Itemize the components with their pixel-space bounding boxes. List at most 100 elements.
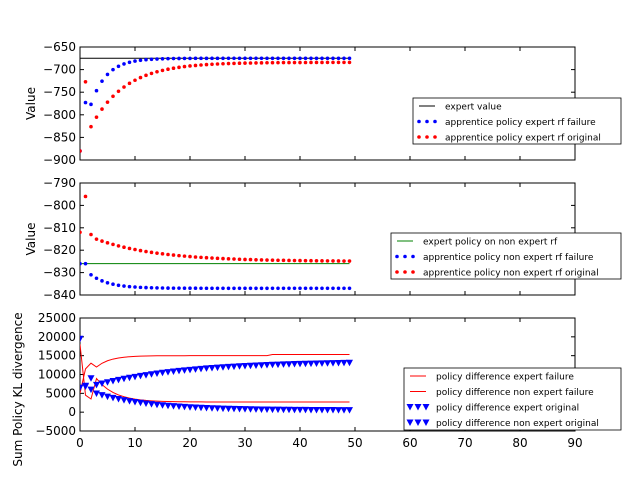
legend-policy-difference-non-expert-original-swatch	[406, 419, 414, 426]
series-policy-difference-non-expert-original-point	[98, 392, 106, 399]
series-apprentice-policy-non-expert-rf-original-point	[325, 259, 330, 263]
series-apprentice-policy-non-expert-rf-original-point	[160, 252, 165, 256]
series-policy-difference-non-expert-original-point	[329, 407, 337, 414]
y-tick-label: −5000	[35, 424, 76, 438]
y-tick-label: −650	[43, 40, 76, 54]
series-policy-difference-non-expert-original-point	[80, 384, 84, 392]
series-policy-difference-non-expert-original-point	[175, 403, 183, 411]
series-apprentice-policy-expert-rf-original-point	[160, 68, 165, 73]
series-apprentice-policy-non-expert-rf-original-point	[89, 232, 93, 237]
series-policy-difference-expert-original-point	[80, 335, 84, 343]
series-apprentice-policy-non-expert-rf-failure-point	[127, 284, 132, 289]
series-apprentice-policy-expert-rf-failure-point	[94, 88, 99, 93]
series-apprentice-policy-non-expert-rf-failure-point	[204, 286, 209, 291]
legend-expert-value-label: expert value	[445, 103, 502, 113]
series-apprentice-policy-expert-rf-failure-point	[237, 56, 242, 61]
series-apprentice-policy-expert-rf-failure-point	[270, 56, 275, 61]
series-apprentice-policy-expert-rf-failure-point	[133, 59, 137, 63]
x-tick-label: 60	[402, 436, 417, 450]
series-apprentice-policy-expert-rf-original-point	[210, 62, 214, 67]
legend-policy-difference-expert-original-swatch	[414, 404, 422, 411]
series-policy-difference-non-expert-original-point	[192, 404, 199, 412]
y-tick-label: −750	[43, 85, 76, 99]
y-axis-label: Value	[24, 223, 38, 256]
data-layer	[80, 335, 353, 414]
series-apprentice-policy-expert-rf-failure-point	[166, 56, 170, 61]
series-apprentice-policy-expert-rf-failure-point	[320, 56, 324, 61]
series-apprentice-policy-non-expert-rf-failure-point	[292, 286, 297, 291]
series-apprentice-policy-expert-rf-original-point	[259, 61, 264, 65]
series-policy-difference-non-expert-original-point	[109, 394, 117, 402]
series-apprentice-policy-non-expert-rf-failure-point	[325, 286, 330, 291]
series-apprentice-policy-expert-rf-original-point	[127, 81, 132, 86]
chart-panel-2: −840 −830 −820 −810 −800 −790 Value expert poli…	[24, 176, 622, 302]
series-policy-difference-expert-original-point	[148, 371, 155, 378]
series-policy-difference-expert-original-point	[159, 369, 166, 377]
series-apprentice-policy-expert-rf-original-point	[116, 89, 121, 94]
x-tick-label: 80	[512, 436, 527, 450]
series-apprentice-policy-non-expert-rf-original-point	[149, 250, 154, 255]
series-apprentice-policy-expert-rf-failure-point	[83, 100, 88, 105]
series-apprentice-policy-non-expert-rf-failure-point	[309, 286, 313, 291]
y-tick-label: −800	[43, 108, 76, 122]
series-apprentice-policy-expert-rf-failure-point	[100, 79, 104, 83]
series-policy-difference-non-expert-failure-line	[80, 344, 350, 403]
series-apprentice-policy-non-expert-rf-failure-point	[144, 285, 148, 290]
series-policy-difference-non-expert-original-point	[219, 405, 227, 413]
series-policy-difference-expert-original-point	[307, 360, 315, 368]
legend-apprentice-policy-non-expert-rf-original-label: apprentice policy non expert rf original	[423, 269, 599, 279]
series-apprentice-policy-expert-rf-original-point	[83, 80, 88, 84]
series-apprentice-policy-non-expert-rf-original-point	[270, 258, 275, 262]
y-tick-label: 0	[68, 405, 76, 419]
series-apprentice-policy-non-expert-rf-failure-point	[94, 276, 99, 281]
series-apprentice-policy-non-expert-rf-failure-point	[188, 286, 192, 291]
series-policy-difference-non-expert-original-point	[208, 405, 216, 412]
series-apprentice-policy-non-expert-rf-failure-point	[276, 286, 280, 291]
series-apprentice-policy-expert-rf-failure-point	[210, 56, 214, 61]
series-apprentice-policy-non-expert-rf-original-point	[248, 257, 253, 262]
series-apprentice-policy-expert-rf-failure-point	[160, 56, 165, 61]
legend-apprentice-policy-expert-rf-original-swatch	[433, 135, 437, 139]
series-apprentice-policy-non-expert-rf-original-point	[133, 247, 137, 252]
series-policy-difference-non-expert-original-point	[137, 399, 144, 407]
series-apprentice-policy-expert-rf-original-point	[100, 107, 104, 111]
series-apprentice-policy-non-expert-rf-failure-point	[314, 286, 319, 291]
series-apprentice-policy-non-expert-rf-failure-point	[160, 286, 165, 290]
series-apprentice-policy-non-expert-rf-failure-point	[122, 284, 126, 288]
series-policy-difference-expert-failure-line	[80, 354, 350, 394]
legend-policy-difference-non-expert-failure-label: policy difference non expert failure	[436, 388, 594, 398]
series-policy-difference-non-expert-original-point	[302, 406, 309, 414]
series-policy-difference-non-expert-original-point	[181, 403, 188, 411]
series-apprentice-policy-non-expert-rf-original-point	[342, 259, 346, 263]
series-apprentice-policy-expert-rf-failure-point	[221, 56, 225, 61]
series-policy-difference-expert-original-point	[302, 360, 309, 368]
series-apprentice-policy-non-expert-rf-failure-point	[221, 286, 225, 291]
series-policy-difference-non-expert-original-point	[115, 396, 122, 403]
series-apprentice-policy-expert-rf-failure-point	[111, 67, 115, 72]
series-policy-difference-non-expert-original-point	[153, 401, 161, 409]
series-policy-difference-non-expert-original-point	[197, 404, 205, 412]
series-apprentice-policy-non-expert-rf-original-point	[177, 253, 181, 258]
series-apprentice-policy-non-expert-rf-original-point	[138, 248, 143, 253]
series-policy-difference-non-expert-original-point	[263, 406, 271, 414]
series-apprentice-policy-non-expert-rf-original-point	[116, 244, 121, 248]
series-apprentice-policy-expert-rf-failure-point	[298, 56, 302, 61]
series-policy-difference-expert-original-point	[318, 360, 326, 367]
series-apprentice-policy-non-expert-rf-original-point	[199, 255, 203, 260]
series-apprentice-policy-non-expert-rf-failure-point	[116, 283, 121, 288]
series-policy-difference-non-expert-original-point	[291, 406, 298, 414]
series-apprentice-policy-non-expert-rf-failure-point	[336, 286, 341, 291]
series-apprentice-policy-expert-rf-failure-point	[254, 56, 258, 61]
series-apprentice-policy-expert-rf-original-point	[270, 60, 275, 65]
series-policy-difference-non-expert-original-point	[280, 406, 287, 414]
series-apprentice-policy-expert-rf-original-point	[237, 61, 242, 66]
x-tick-label: 10	[127, 436, 142, 450]
series-policy-difference-expert-original-point	[142, 372, 150, 379]
series-apprentice-policy-non-expert-rf-failure-point	[100, 279, 104, 283]
series-policy-difference-non-expert-original-point	[87, 386, 95, 394]
legend-expert-policy-on-non-expert-rf-label: expert policy on non expert rf	[423, 238, 558, 248]
series-apprentice-policy-non-expert-rf-failure-point	[342, 286, 346, 291]
series-apprentice-policy-expert-rf-failure-point	[116, 64, 121, 69]
series-apprentice-policy-non-expert-rf-failure-point	[320, 286, 324, 291]
series-apprentice-policy-expert-rf-original-point	[292, 60, 297, 65]
